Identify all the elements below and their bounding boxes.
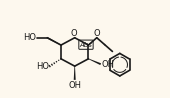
Text: OH: OH (68, 81, 81, 90)
Polygon shape (88, 59, 101, 65)
Polygon shape (74, 66, 76, 80)
Polygon shape (47, 37, 61, 45)
Text: HO: HO (36, 62, 49, 71)
FancyBboxPatch shape (79, 40, 93, 49)
Text: O: O (71, 29, 78, 38)
Text: O: O (94, 29, 101, 38)
Text: Abs: Abs (80, 42, 92, 48)
Text: HO: HO (23, 33, 37, 42)
Text: OH: OH (101, 60, 114, 69)
